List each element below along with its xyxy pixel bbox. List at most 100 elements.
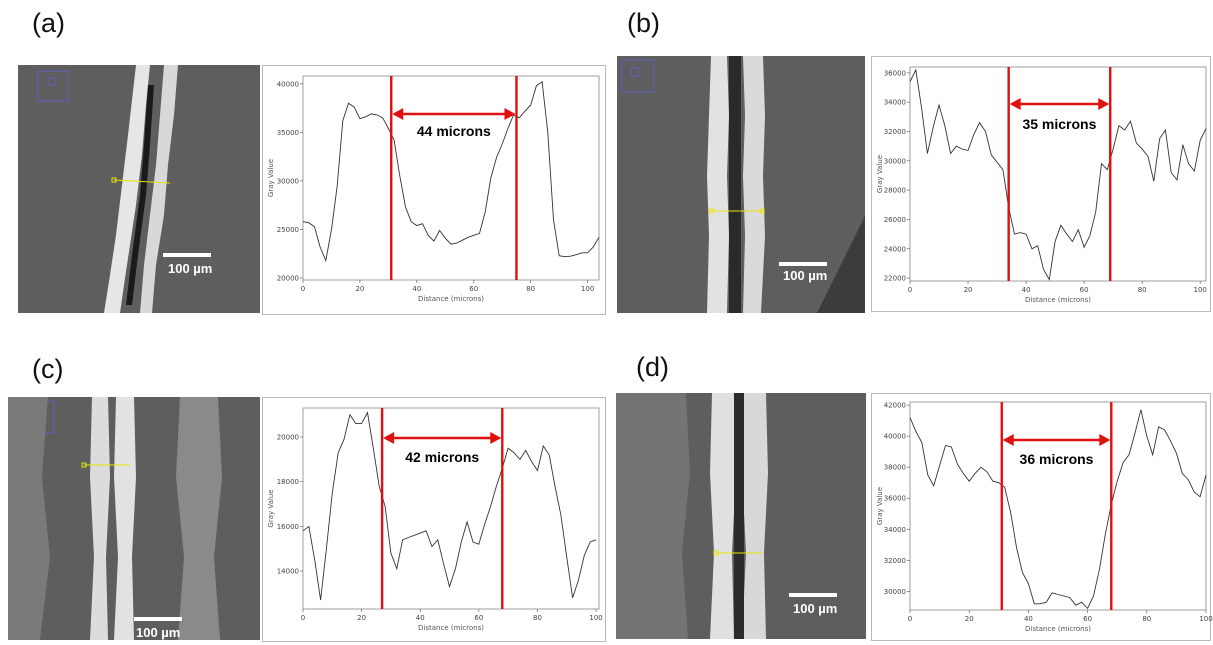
x-tick-label: 20 <box>357 614 366 622</box>
y-tick-label: 20000 <box>277 275 299 283</box>
y-tick-label: 34000 <box>884 99 906 107</box>
width-arrow-head-right <box>504 108 516 120</box>
x-tick-label: 20 <box>355 285 364 293</box>
x-axis-title: Distance (microns) <box>1025 296 1091 304</box>
profile-plot-c: 0 20 40 60 80 100 14000 16000 18000 20000 Distance… <box>262 397 606 642</box>
scale-label-a: 100 µm <box>168 261 213 276</box>
y-tick-label: 34000 <box>884 526 906 534</box>
y-axis-title: Gray Value <box>876 487 884 525</box>
y-axis-title: Gray Value <box>876 155 884 193</box>
width-arrow-head-left <box>383 432 395 444</box>
width-annotation: 36 microns <box>1020 451 1094 467</box>
width-arrow-head-right <box>1099 434 1111 446</box>
x-tick-label: 80 <box>1138 286 1147 294</box>
scale-bar-d <box>789 593 837 597</box>
x-tick-label: 100 <box>1194 286 1207 294</box>
y-tick-label: 26000 <box>884 216 906 224</box>
plot-area-frame <box>909 401 1207 611</box>
y-tick-label: 32000 <box>884 128 906 136</box>
x-tick-label: 0 <box>301 614 305 622</box>
plot-area-frame <box>302 407 600 610</box>
x-tick-label: 60 <box>469 285 478 293</box>
y-tick-label: 38000 <box>884 464 906 472</box>
plot-area-frame <box>302 75 600 281</box>
y-tick-label: 36000 <box>884 495 906 503</box>
width-annotation: 35 microns <box>1022 116 1096 132</box>
profile-plot-b: 0 20 40 60 80 100 22000 24000 26000 28000 30000 320… <box>871 56 1211 312</box>
gray-value-profile-line <box>302 411 597 601</box>
panel-label-c: (c) <box>32 354 64 384</box>
panel-label-b: (b) <box>627 8 660 38</box>
profile-plot-b-svg: 0 20 40 60 80 100 22000 24000 26000 28000 30000 320… <box>876 66 1207 304</box>
micrograph-b: 100 µm <box>617 56 865 313</box>
y-tick-label: 32000 <box>884 557 906 565</box>
x-axis-title: Distance (microns) <box>418 624 484 632</box>
y-axis-title: Gray Value <box>267 489 275 527</box>
x-tick-label: 80 <box>1142 615 1151 623</box>
profile-plot-a-svg: 0 20 40 60 80 100 20000 25000 30000 35000 40000 Dis… <box>267 75 600 303</box>
y-tick-label: 30000 <box>277 177 299 185</box>
y-tick-label: 20000 <box>277 434 299 442</box>
y-tick-label: 22000 <box>884 275 906 283</box>
y-tick-label: 36000 <box>884 69 906 77</box>
micrograph-d-image <box>616 393 768 639</box>
gray-value-profile-line <box>909 409 1207 610</box>
width-annotation: 44 microns <box>417 123 491 139</box>
profile-plot-a: 0 20 40 60 80 100 20000 25000 30000 35000 40000 Dis… <box>262 65 606 315</box>
micrograph-c-image <box>8 397 222 640</box>
x-tick-label: 40 <box>412 285 421 293</box>
micrograph-a-image <box>37 65 178 313</box>
x-tick-label: 40 <box>416 614 425 622</box>
x-tick-label: 60 <box>474 614 483 622</box>
micrograph-b-image <box>621 56 865 313</box>
x-tick-label: 20 <box>965 615 974 623</box>
y-tick-label: 30000 <box>884 588 906 596</box>
micrograph-c: 100 µm <box>8 397 260 640</box>
profile-plot-d: 0 20 40 60 80 100 30000 32000 34000 36000 38000 400… <box>871 393 1213 641</box>
micrograph-d: 100 µm <box>616 393 866 639</box>
y-tick-label: 30000 <box>884 157 906 165</box>
y-tick-label: 16000 <box>277 523 299 531</box>
y-tick-label: 14000 <box>277 568 299 576</box>
x-tick-label: 40 <box>1024 615 1033 623</box>
x-tick-label: 60 <box>1083 615 1092 623</box>
profile-plot-c-svg: 0 20 40 60 80 100 14000 16000 18000 20000 Distance… <box>267 407 603 632</box>
gray-value-profile-line <box>909 68 1207 281</box>
width-arrow-head-left <box>1002 434 1014 446</box>
x-tick-label: 20 <box>964 286 973 294</box>
micrograph-a: 100 µm <box>18 65 260 313</box>
x-tick-label: 100 <box>581 285 594 293</box>
x-tick-label: 40 <box>1022 286 1031 294</box>
y-tick-label: 24000 <box>884 245 906 253</box>
y-tick-label: 40000 <box>277 80 299 88</box>
x-tick-label: 80 <box>533 614 542 622</box>
panel-label-d: (d) <box>636 352 669 382</box>
x-tick-label: 60 <box>1080 286 1089 294</box>
y-tick-label: 40000 <box>884 433 906 441</box>
x-tick-label: 80 <box>526 285 535 293</box>
profile-plot-d-svg: 0 20 40 60 80 100 30000 32000 34000 36000 38000 400… <box>876 401 1213 633</box>
panel-label-a: (a) <box>32 8 65 38</box>
scale-label-b: 100 µm <box>783 268 828 283</box>
width-annotation: 42 microns <box>405 449 479 465</box>
width-arrow-head-right <box>490 432 502 444</box>
x-tick-label: 100 <box>1199 615 1212 623</box>
y-tick-label: 18000 <box>277 478 299 486</box>
scale-label-d: 100 µm <box>793 601 838 616</box>
gray-value-profile-line <box>302 81 600 263</box>
y-tick-label: 25000 <box>277 226 299 234</box>
x-tick-label: 100 <box>589 614 602 622</box>
scale-bar-a <box>163 253 211 257</box>
x-axis-title: Distance (microns) <box>418 295 484 303</box>
width-arrow-head-left <box>1009 98 1021 110</box>
x-tick-label: 0 <box>908 615 912 623</box>
y-axis-title: Gray Value <box>267 159 275 197</box>
y-tick-label: 28000 <box>884 187 906 195</box>
scale-label-c: 100 µm <box>136 625 181 640</box>
width-arrow-head-right <box>1098 98 1110 110</box>
plot-area-frame <box>909 66 1207 282</box>
scale-bar-b <box>779 262 827 266</box>
x-tick-label: 0 <box>908 286 912 294</box>
y-tick-label: 35000 <box>277 129 299 137</box>
width-arrow-head-left <box>392 108 404 120</box>
